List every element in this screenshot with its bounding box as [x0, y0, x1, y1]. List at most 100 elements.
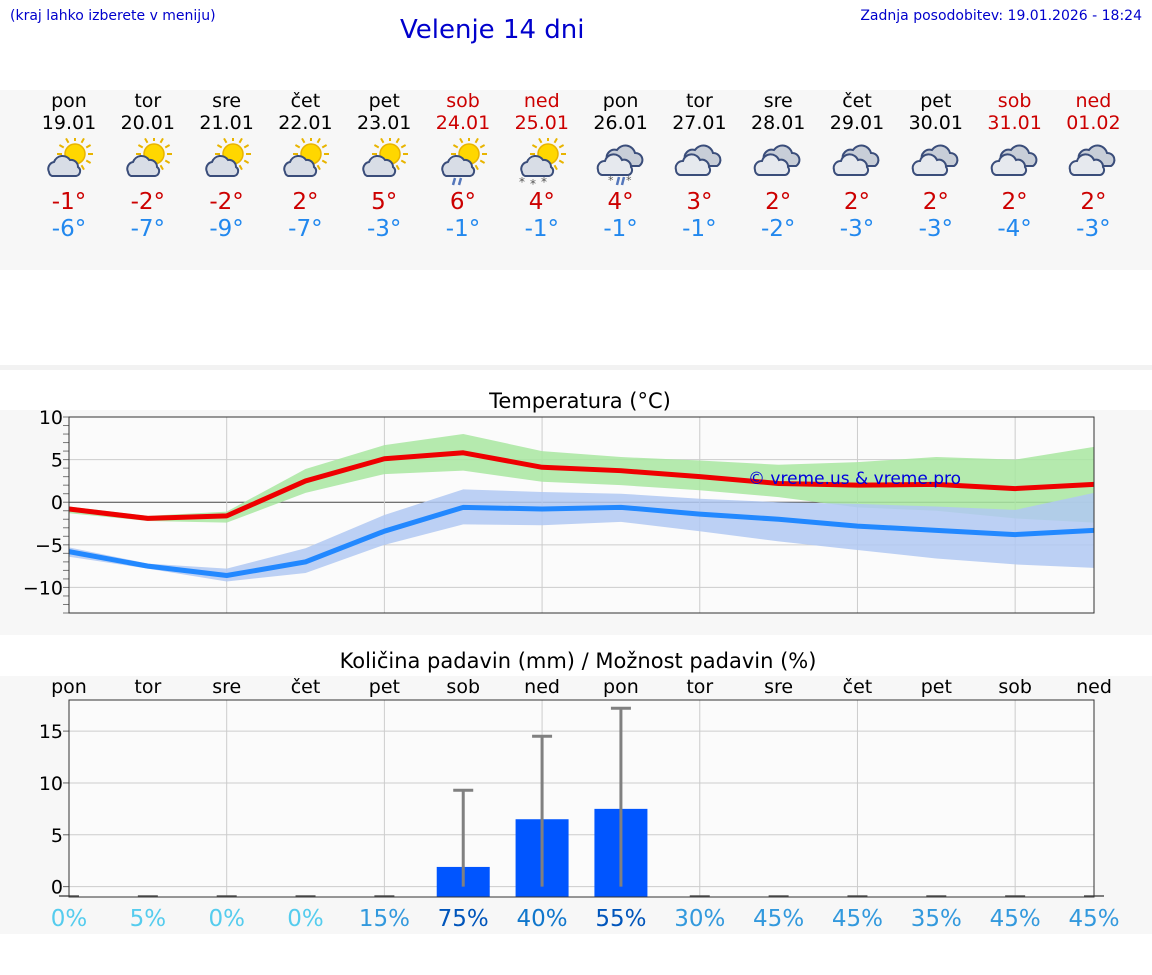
precip-probability: 30%	[674, 906, 725, 932]
temp-max: -2°	[209, 189, 244, 215]
temp-max: 2°	[1001, 189, 1028, 215]
x-tick-label: pon	[51, 676, 87, 698]
day-name: ned	[1075, 90, 1112, 112]
temp-max: 6°	[449, 189, 477, 215]
day-date: 30.01	[908, 112, 963, 134]
forecast-strip: pon 19.01 -1° -6° tor 20.01 -2° -7° sre 21.01 -2° -…	[0, 90, 1152, 270]
partly-sunny-icon	[362, 138, 409, 177]
temp-min: -1°	[524, 216, 560, 242]
svg-text:*: *	[519, 175, 525, 186]
day-date: 28.01	[750, 112, 806, 134]
day-date: 24.01	[435, 112, 491, 134]
day-name: pet	[368, 90, 400, 112]
y-tick-label: 5	[51, 450, 63, 472]
day-name: sob	[446, 90, 480, 112]
last-updated-label: Zadnja posodobitev:	[860, 8, 1004, 24]
day-column: sob 24.01 6° -1°	[423, 90, 503, 242]
temp-max: 2°	[1080, 189, 1107, 215]
day-column: pon 26.01 * * 4° -1°	[581, 90, 661, 242]
chart-title: Količina padavin (mm) / Možnost padavin …	[340, 649, 817, 673]
temp-max: 2°	[843, 189, 871, 215]
day-date: 20.01	[120, 112, 175, 134]
day-date: 26.01	[593, 112, 648, 134]
x-tick-label: pet	[921, 676, 952, 698]
y-tick-label: 15	[39, 721, 63, 743]
day-name: pon	[51, 90, 87, 112]
day-column: pon 19.01 -1° -6°	[29, 90, 109, 242]
last-updated: Zadnja posodobitev: 19.01.2026 - 18:24	[860, 8, 1142, 24]
precip-probability: 75%	[438, 906, 489, 932]
plot-frame	[68, 416, 1095, 614]
plot-area	[69, 700, 1094, 897]
partly-sunny-icon	[283, 138, 330, 177]
min-temp-line	[68, 504, 1095, 579]
day-date: 22.01	[278, 112, 333, 134]
precip-probability: 45%	[1068, 906, 1119, 932]
precip-probability: 0%	[287, 906, 324, 932]
precip-probability: 45%	[990, 906, 1041, 932]
temp-max: 4°	[528, 189, 555, 215]
temp-min: -3°	[1076, 216, 1111, 242]
day-name: sob	[997, 90, 1032, 112]
day-column: pet 23.01 5° -3°	[344, 90, 424, 242]
location-hint[interactable]: (kraj lahko izberete v meniju)	[10, 8, 216, 24]
watermark: © vreme.us & vreme.pro	[748, 469, 961, 489]
day-date: 01.02	[1066, 112, 1121, 134]
y-tick-label: 10	[39, 773, 63, 795]
y-tick-label: 5	[51, 825, 63, 847]
plot-frame	[68, 699, 1095, 898]
day-date: 23.01	[356, 112, 412, 134]
day-column: čet 29.01 2° -3°	[817, 90, 897, 242]
day-column: ned 25.01 * * * 4° -1°	[502, 90, 582, 242]
day-name: sre	[212, 90, 242, 112]
day-name: tor	[685, 90, 713, 112]
day-name: pet	[920, 90, 952, 112]
x-tick-label: čet	[291, 676, 321, 698]
x-tick-label: čet	[843, 676, 873, 698]
temp-min: -1°	[445, 216, 481, 242]
temp-max: 3°	[686, 189, 713, 215]
day-name: čet	[290, 90, 321, 112]
page-title: Velenje 14 dni	[400, 15, 585, 45]
x-tick-label: sob	[998, 676, 1032, 698]
day-date: 27.01	[672, 112, 727, 134]
chart-title: Temperatura (°C)	[488, 389, 671, 413]
x-tick-label: sre	[764, 676, 793, 698]
precip-probability: 40%	[517, 906, 568, 932]
x-tick-label: ned	[524, 676, 560, 698]
day-name: čet	[842, 90, 872, 112]
temp-min: -2°	[760, 216, 796, 242]
x-tick-label: tor	[686, 676, 713, 698]
cloudy-icon	[675, 144, 722, 176]
day-date: 19.01	[41, 112, 97, 134]
x-tick-label: ned	[1076, 676, 1112, 698]
x-tick-label: sob	[446, 676, 480, 698]
temp-max: -1°	[51, 189, 87, 215]
day-date: 31.01	[987, 112, 1042, 134]
y-tick-label: 0	[51, 877, 63, 899]
temperature-chart: Temperatura (°C) 10 5 0 −5 −10 © vreme.us & vr…	[23, 389, 1095, 614]
min-range-band	[69, 489, 1094, 582]
x-tick-label: pon	[603, 676, 639, 698]
svg-text:*: *	[541, 175, 547, 186]
cloudy-icon	[911, 144, 959, 176]
day-name: ned	[523, 90, 560, 112]
precip-probability: 55%	[595, 906, 646, 932]
partly-sunny-icon	[47, 138, 93, 177]
day-name: tor	[134, 90, 162, 112]
divider	[0, 365, 1152, 370]
precipitation-chart: Količina padavin (mm) / Možnost padavin …	[39, 649, 1120, 932]
day-column: ned 01.02 2° -3°	[1053, 90, 1133, 242]
precip-probability: 45%	[832, 906, 883, 932]
x-tick-label: pet	[369, 676, 400, 698]
temp-min: -3°	[366, 216, 402, 242]
cloudy-icon	[753, 144, 801, 176]
y-tick-label: 0	[51, 492, 63, 514]
precip-probability: 5%	[130, 906, 167, 932]
day-column: sre 28.01 2° -2°	[738, 90, 818, 242]
sun-rain-icon	[441, 138, 487, 186]
precip-probability: 0%	[208, 906, 245, 932]
temp-min: -7°	[288, 216, 323, 242]
day-date: 29.01	[829, 112, 885, 134]
temp-min: -4°	[997, 216, 1032, 242]
